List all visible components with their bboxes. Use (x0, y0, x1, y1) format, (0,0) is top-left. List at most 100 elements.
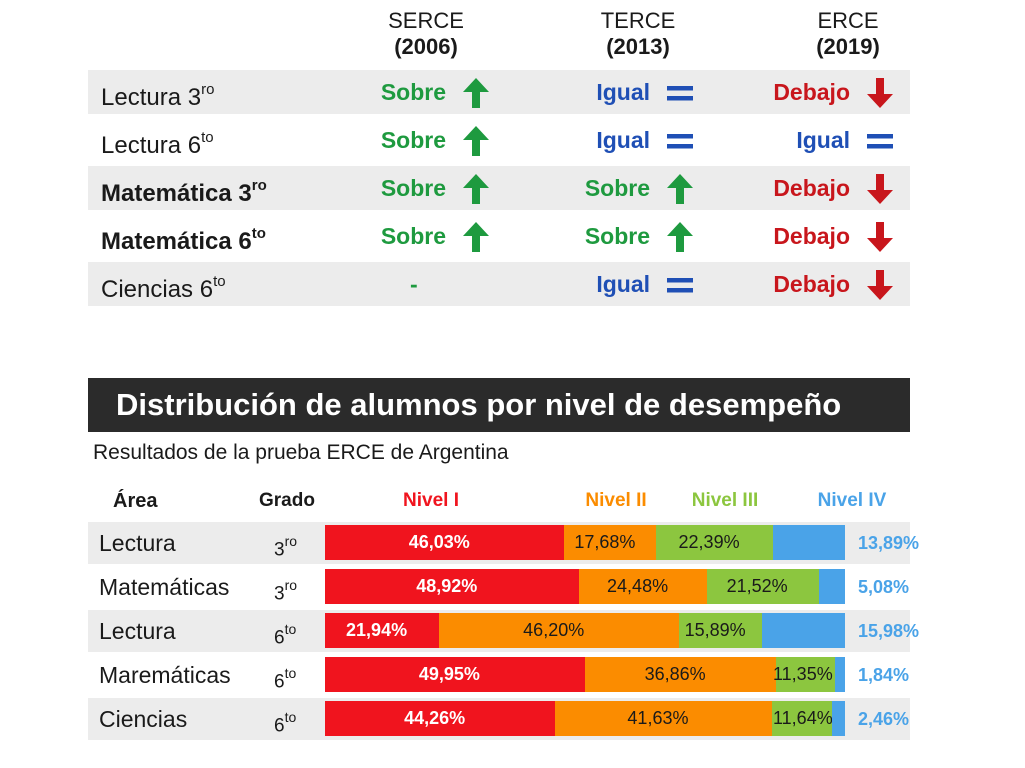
data-label-nivel-iv: 1,84% (858, 665, 910, 685)
column-header: ERCE (2019) (768, 8, 928, 60)
row-label: Matemática 3ro (101, 166, 267, 210)
row-label: Lectura 3ro (101, 70, 214, 114)
chart-subtitle: Resultados de la prueba ERCE de Argentin… (93, 441, 509, 464)
arrow-up-icon (463, 174, 489, 204)
row-grado: 6to (274, 698, 296, 747)
status-cell: Igual (88, 70, 910, 114)
status-cell: Igual (88, 118, 910, 162)
stacked-bar: 46,03% 17,68% 22,39% (325, 525, 845, 560)
status-text: Debajo (773, 271, 850, 297)
status-cell: Sobre (88, 214, 910, 258)
bar-segment-2 (564, 525, 657, 560)
legend-nivel-iv: Nivel IV (817, 490, 887, 511)
data-label: 11,35% (773, 664, 833, 684)
status-text: Sobre (380, 79, 446, 105)
arrow-down-icon (867, 174, 893, 204)
status-text: Debajo (773, 223, 850, 249)
column-year: (2006) (394, 34, 458, 59)
row-area: Lectura (99, 618, 176, 644)
arrow-down-icon (867, 270, 893, 300)
row-grado-suffix: to (284, 665, 297, 681)
row-label-suffix: ro (201, 81, 215, 98)
row-grado-suffix: to (284, 621, 297, 637)
table-row: Maremáticas 6to 49,95% 36,86% 11,35% 1,84% (88, 654, 910, 696)
header-grado: Grado (259, 490, 315, 511)
comparison-row: Matemática 3ro Sobre Sobre Debajo (88, 166, 910, 210)
arrow-up-icon (463, 126, 489, 156)
status-cell: - (88, 262, 910, 306)
status-cell: Sobre (88, 166, 910, 210)
data-label: 49,95% (418, 664, 480, 684)
legend-nivel-i: Nivel I (403, 490, 459, 511)
column-header: TERCE (2013) (558, 8, 718, 60)
status-cell: Sobre (88, 166, 910, 210)
stacked-bar: 48,92% 24,48% 21,52% (325, 569, 845, 604)
row-label: Ciencias 6to (101, 262, 226, 306)
bar-segment-2 (579, 569, 707, 604)
comparison-row: Ciencias 6to - Igual Debajo (88, 262, 910, 306)
row-grado-number: 6 (274, 671, 285, 693)
row-grado-suffix: to (284, 709, 297, 725)
arrow-down-icon (867, 222, 893, 252)
column-year: (2013) (606, 34, 670, 59)
row-area: Lectura (99, 530, 176, 556)
bar-segment-3 (656, 525, 773, 560)
legend-nivel-iii: Nivel III (691, 490, 759, 511)
data-label: 15,89% (684, 620, 746, 640)
arrow-up-icon (463, 222, 489, 252)
data-label-nivel-iv: 13,89% (858, 533, 920, 553)
data-label: 44,26% (404, 708, 466, 728)
row-grado-suffix: ro (284, 533, 298, 549)
bar-segment-4 (818, 569, 845, 604)
bar-segment-1 (325, 657, 585, 692)
row-label: Matemática 6to (101, 214, 266, 258)
row-label-suffix: to (213, 273, 226, 290)
data-label: 22,39% (678, 532, 740, 552)
bar-segment-2 (584, 657, 777, 692)
bar-segment-3 (706, 569, 819, 604)
table-row: Lectura 3ro 46,03% 17,68% 22,39% 13,89% (88, 522, 919, 564)
equals-icon (867, 134, 893, 149)
row-label-text: Lectura 3 (101, 84, 202, 111)
row-grado: 6to (274, 610, 296, 659)
data-label: 11,64% (773, 708, 833, 728)
arrow-up-icon (667, 222, 693, 252)
status-cell: Sobre (88, 118, 910, 162)
status-text: Igual (596, 271, 650, 297)
equals-icon (667, 134, 693, 149)
comparison-row: Lectura 3ro Sobre Igual Debajo (88, 70, 910, 114)
data-label: 21,94% (346, 620, 408, 640)
data-label: 46,03% (408, 532, 470, 552)
bar-segment-3 (771, 701, 833, 736)
column-name: TERCE (600, 8, 676, 33)
arrow-down-icon (867, 78, 893, 108)
bar-segment-1 (325, 569, 580, 604)
column-year: (2019) (816, 34, 880, 59)
stacked-bar: 49,95% 36,86% 11,35% (325, 657, 845, 692)
bar-segment-4 (772, 525, 845, 560)
header-area: Área (113, 490, 158, 512)
data-label-nivel-iv: 5,08% (858, 577, 910, 597)
column-name: ERCE (817, 8, 879, 33)
row-label-text: Matemática 3 (101, 180, 252, 207)
status-text: Igual (796, 127, 850, 153)
status-text: Sobre (380, 175, 446, 201)
row-grado-number: 3 (274, 539, 285, 561)
row-label-text: Lectura 6 (101, 132, 202, 159)
row-grado-suffix: ro (284, 577, 298, 593)
row-grado: 3ro (274, 566, 297, 615)
status-cell: Debajo (88, 262, 910, 306)
data-label: 36,86% (644, 664, 706, 684)
data-label: 41,63% (627, 708, 689, 728)
arrow-up-icon (667, 174, 693, 204)
bar-segment-1 (325, 701, 556, 736)
status-cell: Sobre (88, 214, 910, 258)
legend-nivel-ii: Nivel II (585, 490, 647, 511)
bar-segment-4 (761, 613, 845, 648)
status-text: Sobre (584, 223, 650, 249)
status-text: Igual (596, 127, 650, 153)
data-label: 24,48% (607, 576, 669, 596)
section-banner: Distribución de alumnos por nivel de des… (88, 378, 910, 432)
row-label-suffix: to (251, 225, 266, 242)
status-text: Debajo (773, 175, 850, 201)
